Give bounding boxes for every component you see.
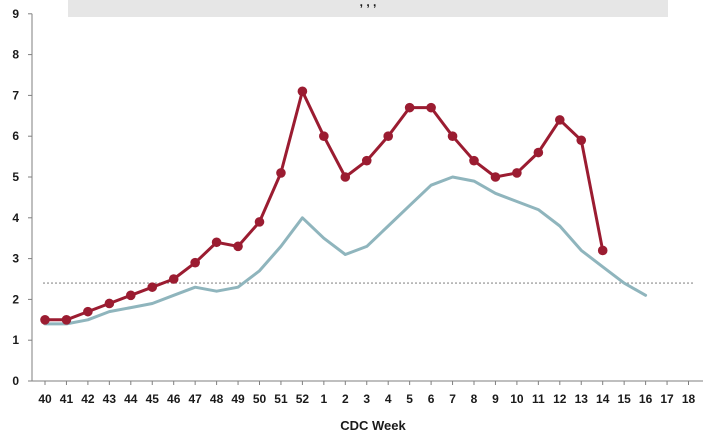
x-tick-label: 45 — [146, 392, 160, 406]
title-banner — [68, 0, 668, 17]
y-tick-label: 0 — [12, 374, 19, 388]
series-1-point — [40, 315, 50, 325]
series-1-point — [447, 131, 458, 141]
x-tick-label: 13 — [575, 392, 589, 406]
series-1-point — [469, 155, 479, 166]
x-tick-label: 41 — [60, 392, 74, 406]
x-tick-label: 4 — [385, 392, 392, 406]
x-tick-label: 43 — [103, 392, 117, 406]
series-1-point — [83, 306, 93, 317]
x-tick-label: 52 — [296, 392, 310, 406]
series-1-point — [555, 115, 565, 125]
y-tick-label: 7 — [12, 88, 19, 102]
x-tick-label: 51 — [274, 392, 288, 406]
x-tick-label: 42 — [81, 392, 95, 406]
series-1-point — [190, 257, 200, 268]
title-banner-text: , , , — [360, 0, 377, 9]
x-tick-label: 11 — [532, 392, 545, 406]
x-tick-label: 6 — [428, 392, 435, 406]
y-tick-label: 1 — [12, 333, 19, 347]
y-tick-label: 2 — [12, 292, 19, 306]
x-tick-label: 7 — [449, 392, 456, 406]
series-1-point — [383, 131, 394, 141]
x-tick-label: 40 — [38, 392, 52, 406]
series-1-point — [297, 86, 308, 97]
series-1-point — [104, 298, 115, 309]
y-tick-label: 3 — [12, 252, 19, 266]
series-1-point — [126, 290, 136, 301]
series-1-point — [340, 172, 351, 182]
x-tick-label: 50 — [253, 392, 267, 406]
series-1-point — [211, 237, 222, 248]
x-tick-label: 18 — [682, 392, 696, 406]
series-1-point — [233, 241, 243, 252]
y-tick-label: 5 — [12, 170, 19, 184]
series-1-point — [276, 168, 286, 178]
x-tick-label: 15 — [617, 392, 631, 406]
series-1-point — [426, 102, 436, 113]
x-tick-label: 16 — [639, 392, 653, 406]
series-1-point — [361, 155, 372, 166]
x-tick-label: 14 — [596, 392, 610, 406]
series-1-point — [254, 217, 265, 227]
series-1-point — [597, 245, 608, 256]
x-tick-label: 9 — [492, 392, 499, 406]
series-1-point — [404, 102, 415, 113]
y-tick-label: 8 — [12, 48, 19, 62]
y-tick-label: 9 — [12, 7, 19, 21]
x-tick-label: 44 — [124, 392, 138, 406]
series-1-point — [576, 135, 587, 146]
x-tick-label: 2 — [342, 392, 349, 406]
x-tick-label: 17 — [660, 392, 674, 406]
series-line-1 — [43, 89, 605, 322]
x-tick-label: 8 — [471, 392, 478, 406]
series-1-point — [147, 282, 158, 292]
x-tick-label: 5 — [406, 392, 413, 406]
x-tick-label: 1 — [321, 392, 328, 406]
y-tick-label: 6 — [12, 129, 19, 143]
series-1-point — [168, 274, 179, 284]
series-1-point — [319, 131, 329, 141]
y-tick-label: 4 — [12, 211, 19, 225]
series-1-point — [533, 147, 544, 158]
series-line-2 — [43, 175, 648, 326]
series-1-point — [490, 172, 501, 182]
x-tick-label: 48 — [210, 392, 224, 406]
x-tick-label: 10 — [510, 392, 524, 406]
x-tick-label: 47 — [188, 392, 202, 406]
x-axis-title: CDC Week — [340, 418, 406, 433]
x-tick-label: 46 — [167, 392, 181, 406]
x-tick-label: 3 — [363, 392, 370, 406]
x-tick-label: 12 — [553, 392, 567, 406]
series-1-point — [61, 315, 72, 325]
x-tick-label: 49 — [231, 392, 245, 406]
series-1-point — [512, 168, 522, 178]
